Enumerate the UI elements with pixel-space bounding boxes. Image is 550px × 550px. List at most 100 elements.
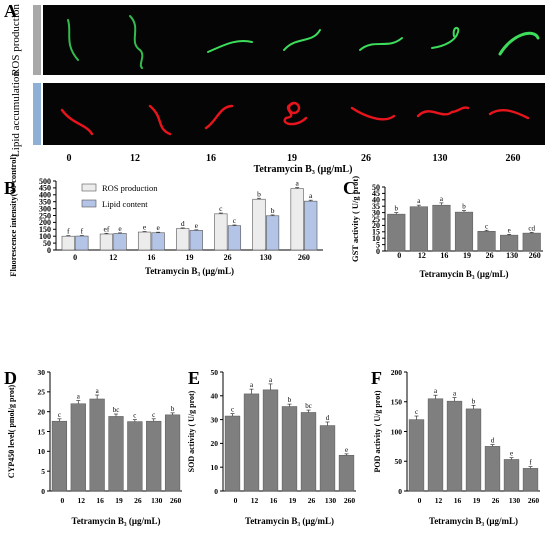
significance-letter: a [295, 178, 299, 187]
bar [300, 412, 317, 492]
bar [484, 446, 501, 492]
x-tick-label: 0 [234, 496, 238, 505]
lipid-worm-images [60, 101, 530, 136]
significance-letter: a [250, 381, 254, 389]
significance-letter: b [472, 397, 476, 405]
x-tick-label: 0 [397, 251, 401, 260]
significance-letter: cd [528, 224, 535, 232]
bar [127, 421, 143, 492]
significance-letter: b [171, 405, 175, 413]
x-tick-label: 130 [506, 251, 518, 260]
y-tick-label: 50 [211, 368, 219, 377]
x-tick-label: 26 [486, 251, 494, 260]
significance-letter: a [269, 376, 273, 384]
panel-b-chart: B050100150200250300350400450500Fluoresce… [4, 154, 323, 277]
significance-letter: a [417, 197, 421, 205]
y-tick-label: 0 [214, 487, 218, 496]
bar-ros [214, 213, 228, 251]
row-label-ros: ROS production [10, 4, 22, 76]
x-tick-label: 260 [344, 496, 356, 505]
ros-worm-12 [129, 15, 144, 69]
x-axis-title: Tetramycin B₃ (μg/mL) [72, 516, 161, 526]
bar [89, 398, 105, 492]
lipid-row-tab [33, 83, 41, 145]
bar [262, 389, 279, 492]
lipid-worm-260 [488, 108, 530, 120]
x-axis-title: Tetramycin B₃ (μg/mL) [145, 266, 234, 276]
significance-letter: e [156, 223, 160, 232]
significance-letter: e [510, 450, 513, 458]
x-tick-label: 19 [186, 253, 194, 262]
bar-ros [61, 235, 75, 251]
bar-lipid [304, 200, 318, 251]
significance-letter: f [67, 227, 70, 236]
y-tick-label: 15 [372, 228, 380, 237]
x-tick-label: 19 [463, 251, 471, 260]
lipid-worm-130 [416, 106, 470, 118]
legend-label-ros: ROS production [102, 183, 158, 193]
y-tick-label: 150 [391, 398, 403, 407]
bar [446, 400, 463, 492]
bar-lipid [113, 233, 127, 251]
y-tick-label: 500 [39, 177, 51, 186]
panel-letter-f: F [371, 368, 382, 388]
x-tick-label: 26 [492, 496, 500, 505]
y-tick-label: 45 [372, 189, 380, 198]
y-tick-label: 25 [372, 215, 380, 224]
bar-lipid [151, 232, 165, 251]
significance-letter: b [395, 205, 399, 213]
y-tick-label: 400 [39, 191, 51, 200]
significance-letter: a [309, 191, 313, 200]
dose-label-a-260: 260 [506, 153, 521, 164]
bar-charts: B050100150200250300350400450500Fluoresce… [4, 154, 543, 526]
x-tick-label: 130 [260, 253, 272, 262]
bar-lipid [265, 215, 280, 251]
dose-label-a-26: 26 [361, 153, 371, 164]
dose-label-a-12: 12 [130, 153, 140, 164]
x-tick-label: 260 [298, 253, 310, 262]
ros-worm-19 [283, 29, 321, 51]
dose-label-a-19: 19 [287, 153, 297, 164]
significance-letter: a [96, 387, 100, 395]
significance-letter: a [434, 387, 438, 395]
bar [522, 468, 539, 492]
bar [51, 420, 68, 492]
panel-letter-c: C [343, 178, 356, 198]
x-tick-label: 130 [325, 496, 337, 505]
significance-letter: c [415, 408, 418, 416]
significance-letter: e [143, 223, 147, 232]
x-tick-label: 260 [529, 251, 541, 260]
y-tick-label: 15 [38, 427, 46, 436]
lipid-worm-26 [350, 106, 396, 121]
x-tick-label: 26 [224, 253, 232, 262]
y-tick-label: 20 [372, 221, 380, 230]
ros-worm-26 [359, 37, 403, 51]
lipid-worm-0 [60, 108, 94, 136]
bar-ros [252, 198, 266, 251]
x-axis-title: Tetramycin B₃ (μg/mL) [429, 516, 518, 526]
significance-letter: ef [104, 224, 110, 233]
panel-letter-a: A [4, 1, 17, 21]
significance-letter: e [118, 224, 122, 233]
x-tick-label: 0 [61, 496, 65, 505]
x-tick-label: 12 [435, 496, 443, 505]
x-tick-label: 130 [509, 496, 521, 505]
x-tick-label: 130 [151, 496, 163, 505]
y-tick-label: 20 [38, 407, 46, 416]
significance-letter: c [58, 411, 61, 419]
significance-letter: f [529, 459, 532, 467]
y-tick-label: 100 [391, 427, 403, 436]
panel-letter-b: B [4, 178, 16, 198]
y-tick-label: 50 [43, 239, 51, 248]
x-tick-label: 12 [78, 496, 86, 505]
y-tick-label: 250 [39, 211, 51, 220]
significance-letter: a [453, 390, 457, 398]
y-tick-label: 200 [391, 368, 403, 377]
panel-a: A ROS production Lipid accumulation 0 12 1… [4, 1, 545, 175]
x-axis-title: Tetramycin B₃ (μg/mL) [420, 269, 509, 279]
y-tick-label: 40 [372, 196, 380, 205]
significance-letter: b [462, 203, 466, 211]
bar-ros [176, 228, 190, 251]
ros-worm-images [67, 15, 540, 69]
